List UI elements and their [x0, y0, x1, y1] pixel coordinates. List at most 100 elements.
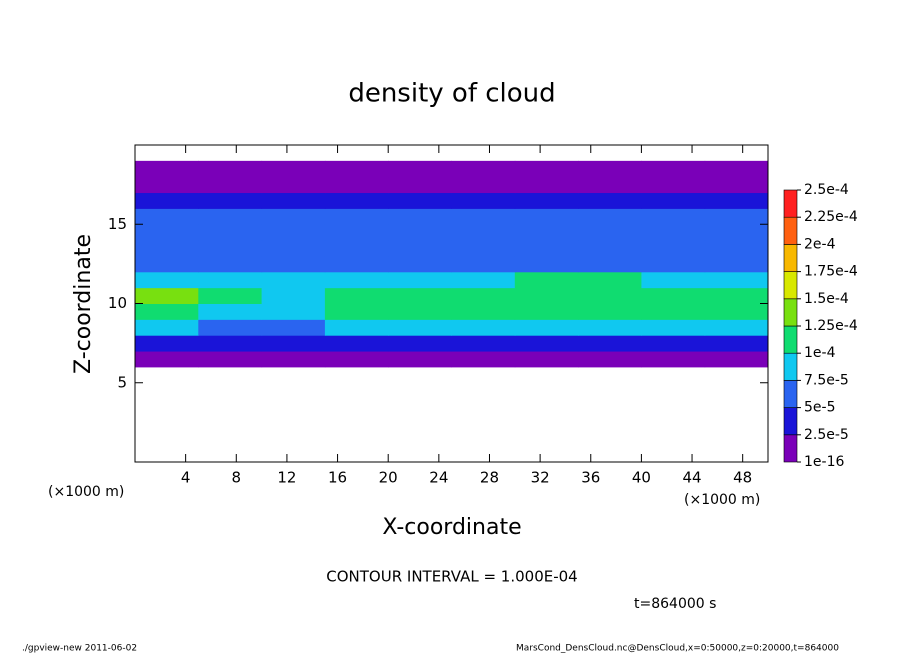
field-cell — [135, 335, 199, 352]
field-cell — [198, 430, 262, 446]
field-cell — [452, 145, 516, 161]
colorbar-box — [783, 271, 798, 300]
field-cell — [514, 240, 579, 257]
field-cell — [641, 351, 706, 368]
field-cell — [325, 367, 389, 383]
colorbar-label: 2e-4 — [804, 236, 836, 252]
field-cell — [578, 192, 642, 209]
field-cell — [135, 446, 199, 462]
x-tick-label: 20 — [379, 469, 398, 487]
field-cell — [135, 399, 199, 415]
field-cell — [704, 303, 769, 320]
field-cell — [641, 335, 706, 352]
field-cell — [704, 160, 769, 178]
field-cell — [704, 208, 769, 225]
field-cell — [452, 446, 516, 462]
field-cell — [198, 255, 263, 273]
field-cell — [135, 240, 199, 257]
footer-right: MarsCond_DensCloud.nc@DensCloud,x=0:5000… — [516, 644, 839, 654]
field-cell — [641, 287, 706, 304]
field-cell — [578, 255, 642, 273]
field-cell — [451, 303, 516, 320]
field-cell — [704, 192, 769, 209]
field-cell — [388, 430, 452, 446]
colorbar-label: 2.5e-4 — [804, 182, 849, 198]
field-cell — [261, 287, 326, 304]
field-cell — [198, 192, 263, 209]
field-cell — [388, 176, 452, 194]
field-cell — [135, 414, 199, 430]
field-cell — [705, 414, 769, 430]
field-cell — [135, 303, 199, 320]
field-cell — [135, 160, 199, 178]
field-cell — [452, 399, 516, 415]
field-cell — [641, 367, 705, 383]
colorbar-label: 1e-4 — [804, 345, 836, 361]
field — [135, 145, 769, 462]
field-cell — [261, 271, 326, 289]
field-cell — [135, 176, 199, 194]
field-cell — [198, 224, 263, 241]
field-cell — [705, 446, 769, 462]
field-cell — [578, 383, 642, 399]
field-cell — [135, 430, 199, 446]
colorbar-box — [783, 298, 798, 327]
field-cell — [325, 446, 389, 462]
colorbar-box — [783, 189, 798, 218]
field-cell — [325, 430, 389, 446]
footer-left: ./gpview-new 2011-06-02 — [22, 644, 137, 654]
colorbar-box — [783, 216, 798, 245]
field-cell — [451, 224, 516, 241]
x-tick-label: 12 — [277, 469, 296, 487]
field-cell — [135, 383, 199, 399]
y-tick-label: 10 — [108, 294, 127, 312]
field-cell — [514, 176, 579, 194]
x-tick-label: 44 — [682, 469, 701, 487]
field-cell — [641, 414, 705, 430]
field-cell — [261, 176, 326, 194]
field-cell — [641, 145, 705, 161]
colorbar-label: 7.5e-5 — [804, 372, 849, 388]
field-cell — [198, 351, 263, 368]
field-cell — [198, 160, 263, 178]
colorbar-box — [783, 434, 798, 463]
field-cell — [198, 335, 263, 352]
field-cell — [515, 367, 579, 383]
field-cell — [514, 287, 579, 304]
field-cell — [198, 208, 263, 225]
field-cell — [198, 240, 263, 257]
x-unit-right: (×1000 m) — [684, 492, 760, 508]
field-cell — [135, 271, 199, 289]
field-cell — [514, 224, 579, 241]
field-cell — [388, 383, 452, 399]
field-cell — [578, 319, 642, 336]
x-unit: (×1000 m) — [48, 484, 124, 500]
field-cell — [198, 176, 263, 194]
field-cell — [135, 367, 199, 383]
x-tick-label: 32 — [531, 469, 550, 487]
field-cell — [388, 208, 452, 225]
field-cell — [388, 351, 452, 368]
field-cell — [515, 399, 579, 415]
field-cell — [198, 287, 263, 304]
field-cell — [261, 255, 326, 273]
field-cell — [641, 192, 706, 209]
field-cell — [324, 271, 389, 289]
field-cell — [388, 287, 452, 304]
field-cell — [515, 383, 579, 399]
y-axis-label: Z-coordinate — [71, 234, 96, 374]
field-cell — [198, 383, 262, 399]
field-cell — [641, 255, 706, 273]
field-cell — [514, 303, 579, 320]
field-cell — [641, 240, 706, 257]
field-cell — [578, 351, 642, 368]
field-cell — [325, 414, 389, 430]
field-cell — [198, 271, 263, 289]
field-cell — [324, 176, 389, 194]
field-cell — [578, 240, 642, 257]
field-cell — [324, 255, 389, 273]
field-cell — [641, 176, 706, 194]
field-cell — [325, 145, 389, 161]
field-cell — [324, 160, 389, 178]
field-cell — [515, 446, 579, 462]
